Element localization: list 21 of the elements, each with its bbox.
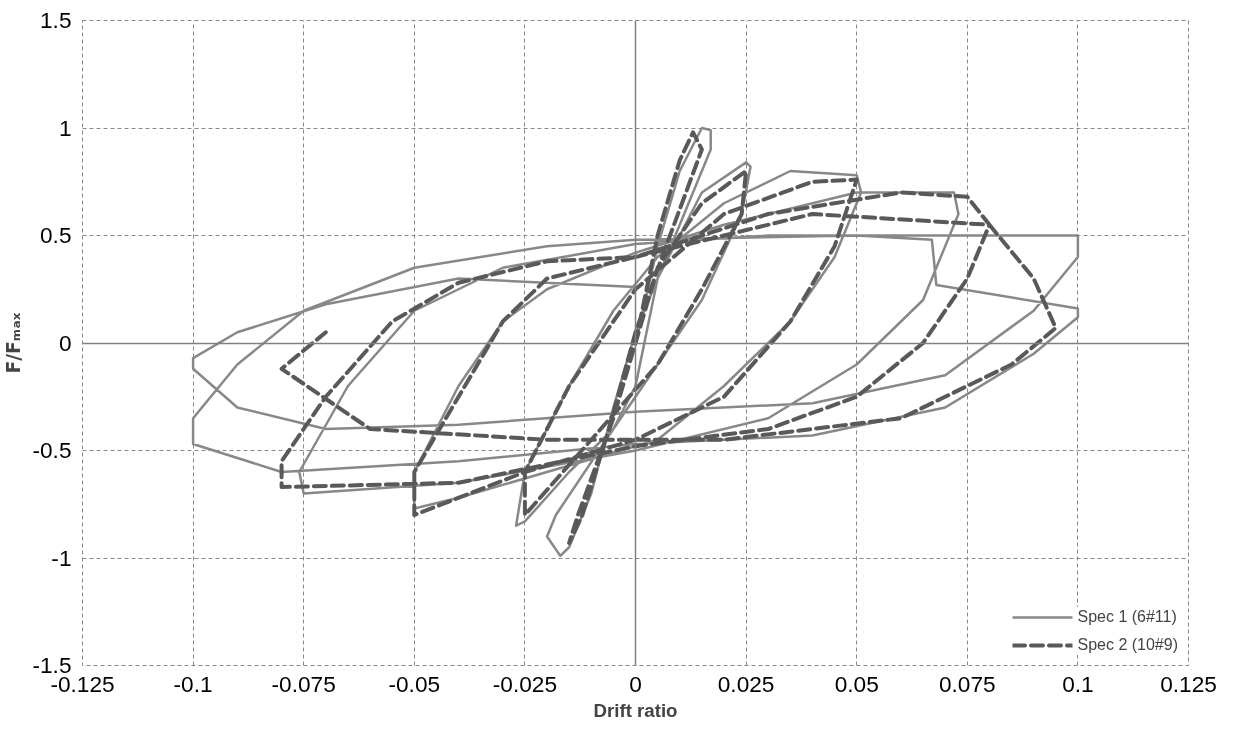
y-tick-label: -0.5 bbox=[32, 437, 72, 463]
x-tick-label: 0.025 bbox=[717, 670, 775, 697]
y-tick-label: -1 bbox=[51, 544, 72, 571]
x-tick-label: -0.1 bbox=[173, 670, 213, 697]
x-tick-label: 0.1 bbox=[1062, 670, 1094, 697]
y-axis-title: F/Fₘₐₓ bbox=[3, 312, 25, 374]
y-tick-label: 0 bbox=[58, 329, 72, 356]
x-tick-label: -0.05 bbox=[388, 670, 441, 697]
y-tick-label: 0.5 bbox=[40, 222, 72, 248]
x-tick-label: 0 bbox=[629, 670, 642, 697]
y-tick-label: 1.5 bbox=[40, 7, 72, 33]
x-tick-label: 0.05 bbox=[834, 670, 879, 697]
legend-label: Spec 2 (10#9) bbox=[1077, 636, 1178, 654]
x-tick-label: 0.125 bbox=[1160, 670, 1217, 697]
line-series bbox=[279, 130, 1058, 545]
x-axis-title: Drift ratio bbox=[593, 699, 678, 721]
legend-label: Spec 1 (6#11) bbox=[1077, 608, 1177, 626]
y-tick-label: 1 bbox=[58, 114, 72, 141]
x-tick-label: -0.025 bbox=[492, 670, 558, 697]
x-tick-label: 0.075 bbox=[938, 670, 996, 697]
x-tick-label: -0.075 bbox=[271, 670, 336, 697]
